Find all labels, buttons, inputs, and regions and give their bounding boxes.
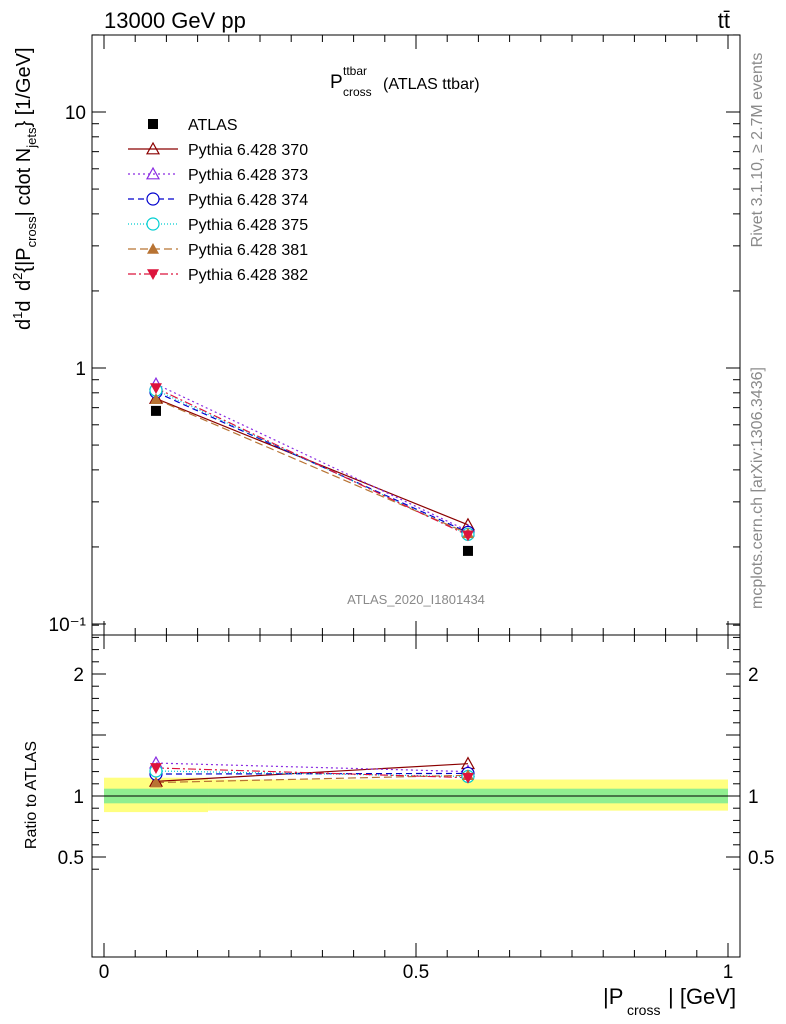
legend-label-5: Pythia 6.428 381 [188, 242, 308, 259]
legend-marker-3 [146, 192, 160, 206]
ratio-plot-panel: 0.5 0.5 1 1 2 2 0 0.5 1 [58, 624, 774, 983]
ratio-y-tick-label-right: 0.5 [748, 848, 774, 869]
y-tick-label: 10⁻¹ [49, 615, 87, 636]
ratio-line-3 [155, 772, 468, 775]
ratio-y-tick-label: 1 [73, 787, 84, 808]
series-5-point [149, 393, 162, 405]
plot-title-rest: (ATLAS ttbar) [383, 76, 480, 93]
series-line-6 [155, 387, 469, 536]
plot-title-sub: cross [343, 85, 372, 99]
main-ylabel: d1d d2{|Pcross| cdot Njets} [1/GeV] [10, 47, 39, 330]
x-tick-label: 0.5 [403, 962, 429, 983]
ratio-5-point [149, 776, 162, 788]
svg-text:d1d d2{|Pcross| cdot Nje: d1d d2{|Pcross| cdot Njets} [1/GeV] [10, 47, 39, 330]
legend-marker-1 [145, 141, 161, 155]
analysis-id-label: ATLAS_2020_I1801434 [347, 592, 485, 607]
ratio-y-tick-label: 0.5 [58, 848, 84, 869]
legend-marker-6 [147, 269, 159, 280]
x-tick-label: 0 [99, 962, 110, 983]
legend-marker-2 [145, 166, 161, 180]
x-tick-label: 1 [723, 962, 734, 983]
plot-title-sup: ttbar [343, 64, 367, 78]
series-6-point [461, 530, 474, 542]
rivet-version-label: Rivet 3.1.10, ≥ 2.7M events [749, 53, 766, 248]
legend-label-4: Pythia 6.428 375 [188, 217, 308, 234]
atlas-data-point [462, 545, 473, 556]
ratio-line-2 [155, 762, 468, 773]
series-line-2 [155, 383, 469, 532]
energy-label: 13000 GeV pp [104, 8, 246, 33]
xlabel-main: |P [603, 984, 623, 1009]
legend-atlas-label: ATLAS [188, 117, 238, 134]
y-tick-label: 10 [65, 103, 86, 124]
plot-title: P [330, 72, 343, 93]
legend-label-1: Pythia 6.428 370 [188, 142, 308, 159]
y-tick-label: 1 [75, 359, 86, 380]
series-6-point [149, 383, 162, 395]
legend-atlas-marker [148, 119, 158, 129]
legend-marker-5 [147, 243, 159, 254]
legend-label-3: Pythia 6.428 374 [188, 192, 308, 209]
ratio-y-tick-label-right: 1 [748, 787, 759, 808]
legend-label-6: Pythia 6.428 382 [188, 267, 308, 284]
ratio-y-tick-label-right: 2 [748, 665, 759, 686]
atlas-data-point [150, 405, 161, 416]
main-plot-panel: 10⁻¹ 1 10 P ttbar cross (ATLAS ttbar) ATLA… [49, 34, 741, 636]
legend-label-2: Pythia 6.428 373 [188, 167, 308, 184]
series-line-5 [155, 398, 469, 534]
ratio-ylabel: Ratio to ATLAS [23, 741, 40, 849]
xlabel: |P cross | [GeV] [603, 984, 736, 1018]
ratio-6-point [149, 763, 162, 774]
legend: ATLAS Pythia 6.428 370 Pythia 6.428 373 Pyt… [128, 117, 308, 284]
legend-marker-4 [146, 217, 160, 231]
process-label: tt̄ [718, 8, 730, 33]
ratio-6-point [461, 772, 474, 784]
mcplots-label: mcplots.cern.ch [arXiv:1306.3436] [749, 367, 766, 609]
ratio-line-6 [155, 767, 468, 779]
ratio-line-5 [155, 774, 468, 784]
ratio-line-4 [155, 770, 468, 778]
ratio-y-tick-label: 2 [73, 665, 84, 686]
xlabel-rest: | [GeV] [668, 984, 736, 1009]
xlabel-sub: cross [627, 1002, 660, 1018]
